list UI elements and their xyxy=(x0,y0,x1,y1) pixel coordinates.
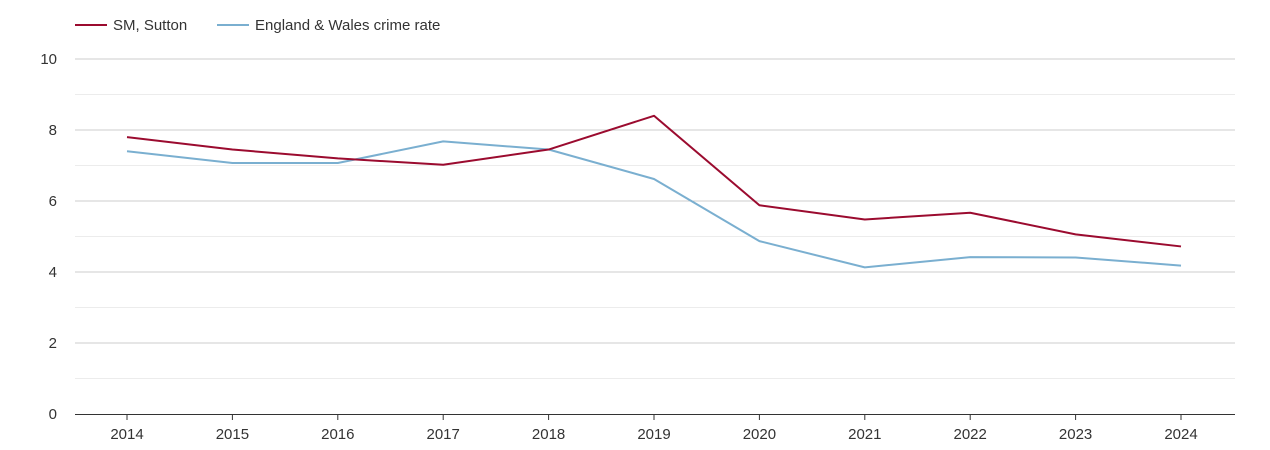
legend-label-1: England & Wales crime rate xyxy=(255,17,440,34)
x-tick-label: 2020 xyxy=(743,426,776,443)
x-tick-label: 2022 xyxy=(954,426,987,443)
x-tick-label: 2016 xyxy=(321,426,354,443)
legend-label-0: SM, Sutton xyxy=(113,17,187,34)
series-line-1 xyxy=(126,140,1182,269)
y-tick-label: 0 xyxy=(49,406,57,423)
x-axis: 2014 2015 2016 2017 2018 2019 2020 2021 2022 2023… xyxy=(75,414,1235,443)
y-tick-label: 6 xyxy=(49,193,57,210)
gridlines xyxy=(75,58,1235,379)
x-tick-label: 2015 xyxy=(216,426,249,443)
y-tick-label: 4 xyxy=(49,264,57,281)
x-tick-label: 2023 xyxy=(1059,426,1092,443)
y-tick-label: 10 xyxy=(40,51,57,68)
x-tick-label: 2018 xyxy=(532,426,565,443)
x-tick-label: 2019 xyxy=(637,426,670,443)
legend: SM, Sutton England & Wales crime rate xyxy=(75,17,440,34)
y-tick-label: 2 xyxy=(49,335,57,352)
series-layer xyxy=(126,114,1182,269)
x-tick-label: 2014 xyxy=(110,426,143,443)
series-line-0 xyxy=(126,114,1182,248)
y-tick-label: 8 xyxy=(49,122,57,139)
y-axis: 0 2 4 6 8 10 xyxy=(40,51,57,423)
x-tick-label: 2024 xyxy=(1164,426,1197,443)
x-tick-label: 2017 xyxy=(427,426,460,443)
x-tick-label: 2021 xyxy=(848,426,881,443)
